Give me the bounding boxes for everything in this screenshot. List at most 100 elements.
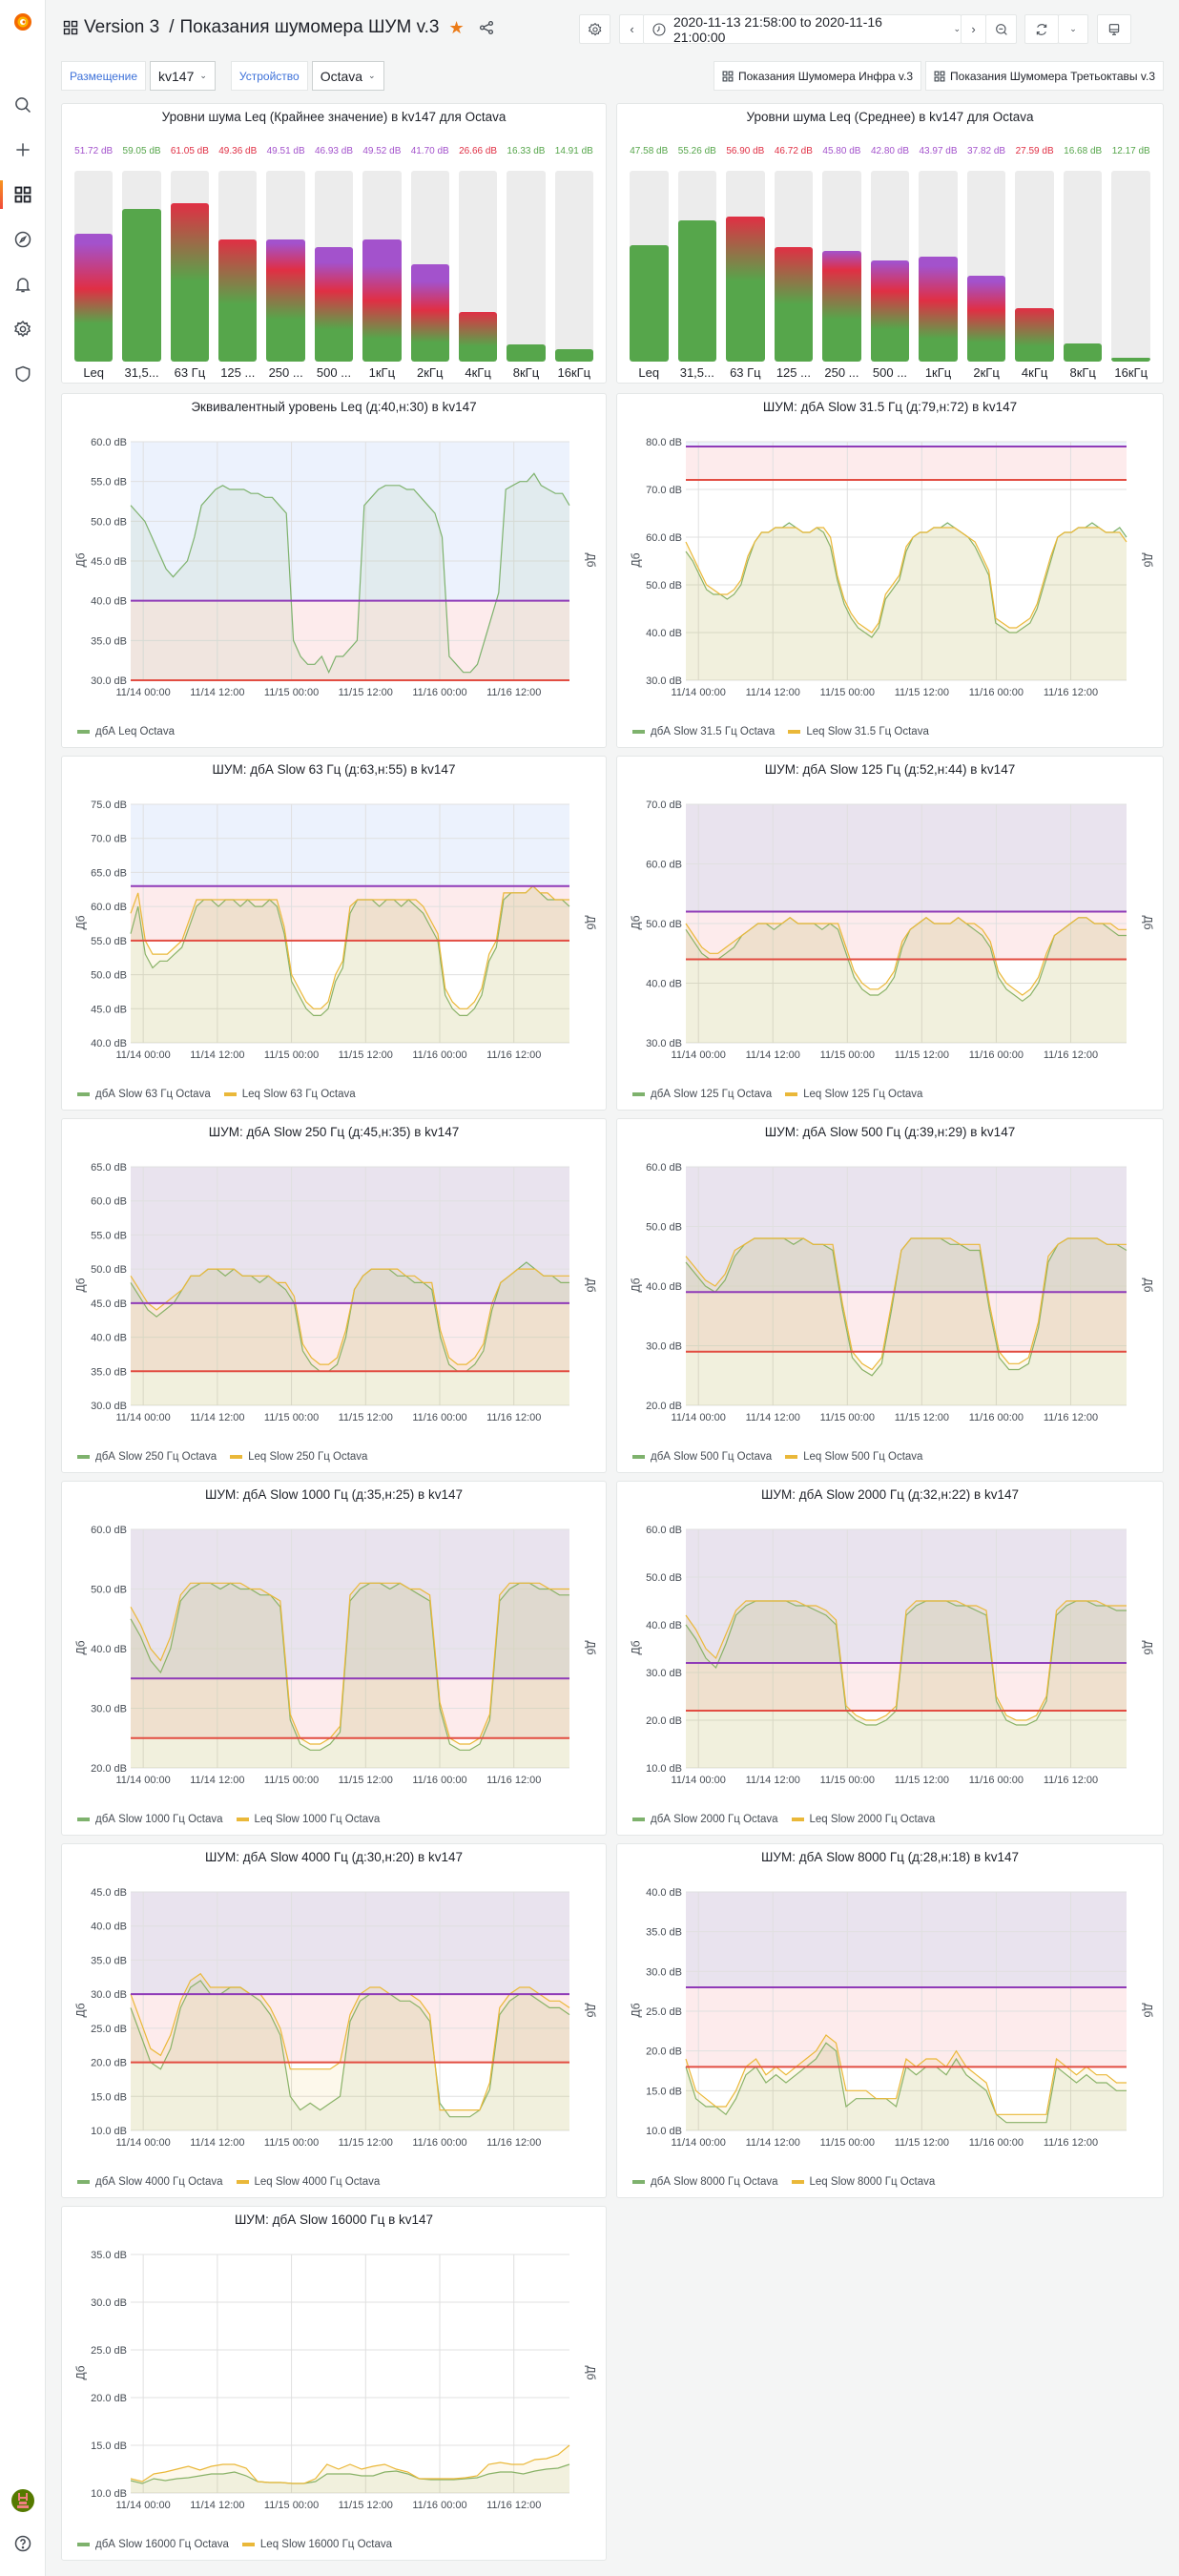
- dashboard-link-infra[interactable]: Показания Шумомера Инфра v.3: [714, 61, 922, 91]
- panel-title[interactable]: Уровни шума Leq (Крайнее значение) в kv1…: [161, 110, 507, 124]
- panel-title[interactable]: Эквивалентный уровень Leq (д:40,н:30) в …: [191, 400, 477, 414]
- time-series-chart[interactable]: 30.0 dB 35.0 dB 40.0 dB 45.0 dB 50.0 dB 55.0 …: [62, 394, 608, 749]
- y-axis-label: Дб: [629, 1278, 643, 1293]
- y-tick-label: 30.0 dB: [91, 2297, 127, 2309]
- user-avatar[interactable]: [11, 2489, 34, 2512]
- legend-item[interactable]: дбА Slow 2000 Гц Octava: [632, 1814, 778, 1825]
- time-series-chart[interactable]: 10.0 dB 15.0 dB 20.0 dB 25.0 dB 30.0 dB 35.0 …: [62, 2207, 608, 2562]
- panel-title[interactable]: ШУМ: дбА Slow 31.5 Гц (д:79,н:72) в kv14…: [762, 400, 1018, 414]
- time-series-chart[interactable]: 10.0 dB 15.0 dB 20.0 dB 25.0 dB 30.0 dB 35.0 …: [617, 1844, 1165, 2199]
- legend-item[interactable]: дбА Slow 125 Гц Octava: [632, 1089, 772, 1100]
- legend-item[interactable]: дбА Slow 16000 Гц Octava: [77, 2539, 229, 2550]
- zoom-out-button[interactable]: [985, 14, 1017, 44]
- sidebar-item-configuration[interactable]: [0, 310, 46, 348]
- refresh-interval-dropdown[interactable]: ⌄: [1058, 14, 1088, 44]
- legend-item[interactable]: Leq Slow 250 Гц Octava: [230, 1451, 367, 1463]
- legend: дбА Slow 500 Гц Octava Leq Slow 500 Гц Oc…: [632, 1451, 922, 1463]
- refresh-button[interactable]: [1024, 14, 1059, 44]
- y-tick-label: 55.0 dB: [91, 1230, 127, 1241]
- legend-label: Leq Slow 16000 Гц Octava: [259, 2539, 393, 2550]
- time-series-chart[interactable]: 30.0 dB 40.0 dB 50.0 dB 60.0 dB 70.0 dB 80.0 …: [617, 394, 1165, 749]
- sidebar-item-help[interactable]: [0, 2524, 46, 2563]
- legend-item[interactable]: Leq Slow 16000 Гц Octava: [241, 2539, 393, 2550]
- legend-swatch: [77, 2179, 90, 2184]
- legend-item[interactable]: дбА Slow 31.5 Гц Octava: [632, 726, 775, 737]
- bar-gauge-value: 46.72 dB: [774, 146, 813, 156]
- legend-item[interactable]: Leq Slow 63 Гц Octava: [223, 1089, 356, 1100]
- series-line[interactable]: [685, 917, 1127, 996]
- time-series-chart[interactable]: 20.0 dB 30.0 dB 40.0 dB 50.0 dB 60.0 dB 11/14…: [62, 1482, 608, 1837]
- share-icon[interactable]: [478, 19, 495, 36]
- panel-title[interactable]: ШУМ: дбА Slow 1000 Гц (д:35,н:25) в kv14…: [205, 1487, 463, 1502]
- folder-link[interactable]: Version 3: [84, 17, 160, 37]
- series-line[interactable]: [130, 2444, 570, 2484]
- grafana-logo-icon[interactable]: [11, 10, 34, 32]
- legend-item[interactable]: дбА Slow 1000 Гц Octava: [77, 1814, 223, 1825]
- legend-item[interactable]: дбА Slow 500 Гц Octava: [632, 1451, 772, 1463]
- legend-item[interactable]: дбА Slow 8000 Гц Octava: [632, 2176, 778, 2188]
- series-line[interactable]: [685, 527, 1127, 634]
- dashboard-settings-button[interactable]: [579, 14, 610, 44]
- time-shift-back-button[interactable]: ‹: [619, 14, 644, 44]
- sidebar-item-server-admin[interactable]: [0, 355, 46, 393]
- time-shift-forward-button[interactable]: ›: [961, 14, 986, 44]
- legend-item[interactable]: дбА Slow 250 Гц Octava: [77, 1451, 217, 1463]
- legend-item[interactable]: Leq Slow 125 Гц Octava: [785, 1089, 922, 1100]
- legend-item[interactable]: Leq Slow 1000 Гц Octava: [236, 1814, 380, 1825]
- legend-item[interactable]: Leq Slow 31.5 Гц Octava: [788, 726, 929, 737]
- time-series-chart[interactable]: 10.0 dB 20.0 dB 30.0 dB 40.0 dB 50.0 dB 60.0 …: [617, 1482, 1165, 1837]
- panel-title[interactable]: ШУМ: дбА Slow 8000 Гц (д:28,н:18) в kv14…: [761, 1850, 1019, 1864]
- legend-item[interactable]: дбА Slow 63 Гц Octava: [77, 1089, 211, 1100]
- series-line[interactable]: [685, 1237, 1127, 1371]
- sidebar-item-explore[interactable]: [0, 220, 46, 259]
- variable-select-device[interactable]: Octava ⌄: [311, 61, 384, 91]
- legend-item[interactable]: Leq Slow 2000 Гц Octava: [791, 1814, 935, 1825]
- series-line[interactable]: [130, 1268, 569, 1365]
- time-series-chart[interactable]: 40.0 dB 45.0 dB 50.0 dB 55.0 dB 60.0 dB 65.0 …: [62, 757, 608, 1111]
- legend-item[interactable]: дбА Slow 4000 Гц Octava: [77, 2176, 223, 2188]
- y-tick-label: 40.0 dB: [91, 1333, 127, 1344]
- legend-item[interactable]: Leq Slow 500 Гц Octava: [785, 1451, 922, 1463]
- legend-label: дбА Slow 500 Гц Octava: [651, 1451, 773, 1463]
- sidebar-item-create[interactable]: [0, 131, 46, 169]
- sidebar-item-dashboards[interactable]: [0, 176, 46, 214]
- panel-title[interactable]: ШУМ: дбА Slow 500 Гц (д:39,н:29) в kv147: [764, 1125, 1016, 1139]
- panel-title[interactable]: Уровни шума Leq (Среднее) в kv147 для Oc…: [746, 110, 1034, 124]
- time-series-chart[interactable]: 20.0 dB 30.0 dB 40.0 dB 50.0 dB 60.0 dB 11/14…: [617, 1119, 1165, 1474]
- series-line[interactable]: [130, 1972, 570, 2111]
- y-tick-label: 50.0 dB: [646, 580, 682, 592]
- series-area: [686, 1238, 1127, 1405]
- series-line[interactable]: [685, 1600, 1127, 1721]
- series-line[interactable]: [130, 2463, 570, 2484]
- y-axis-label-right: Дб: [1141, 1640, 1155, 1655]
- time-series-chart[interactable]: 30.0 dB 35.0 dB 40.0 dB 45.0 dB 50.0 dB 55.0 …: [62, 1119, 608, 1474]
- sidebar-item-alerting[interactable]: [0, 265, 46, 303]
- sidebar-item-search[interactable]: [0, 86, 46, 124]
- x-tick-label: 11/14 00:00: [672, 1775, 726, 1786]
- series-line[interactable]: [685, 2034, 1127, 2115]
- x-tick-label: 11/15 00:00: [264, 1412, 319, 1423]
- time-series-chart[interactable]: 30.0 dB 40.0 dB 50.0 dB 60.0 dB 70.0 dB 11/14…: [617, 757, 1165, 1111]
- panel-title[interactable]: ШУМ: дбА Slow 2000 Гц (д:32,н:22) в kv14…: [761, 1487, 1019, 1502]
- dashboard-link-third-octave[interactable]: Показания Шумомера Третьоктавы v.3: [925, 61, 1164, 91]
- panel-title[interactable]: ШУМ: дбА Slow 63 Гц (д:63,н:55) в kv147: [212, 762, 456, 777]
- panel-title[interactable]: ШУМ: дбА Slow 16000 Гц в kv147: [234, 2212, 434, 2227]
- series-line[interactable]: [130, 1980, 570, 2118]
- star-icon[interactable]: ★: [448, 17, 465, 37]
- threshold-band-high: [686, 442, 1127, 447]
- page-title[interactable]: Показания шумомера ШУМ v.3: [179, 17, 440, 37]
- legend-item[interactable]: Leq Slow 8000 Гц Octava: [791, 2176, 935, 2188]
- legend-item[interactable]: Leq Slow 4000 Гц Octava: [236, 2176, 380, 2188]
- legend-item[interactable]: дбА Leq Octava: [77, 726, 175, 737]
- panel-title[interactable]: ШУМ: дбА Slow 250 Гц (д:45,н:35) в kv147: [208, 1125, 460, 1139]
- time-range-picker[interactable]: 2020-11-13 21:58:00 to 2020-11-16 21:00:…: [643, 14, 962, 45]
- x-tick-label: 11/15 00:00: [264, 1775, 319, 1786]
- series-line[interactable]: [130, 1582, 569, 1745]
- time-series-chart[interactable]: 10.0 dB 15.0 dB 20.0 dB 25.0 dB 30.0 dB 35.0 …: [62, 1844, 608, 2199]
- legend-swatch: [236, 1817, 249, 1821]
- variable-select-placement[interactable]: kv147 ⌄: [150, 61, 216, 91]
- panel-title[interactable]: ШУМ: дбА Slow 4000 Гц (д:30,н:20) в kv14…: [205, 1850, 463, 1864]
- tv-mode-button[interactable]: [1097, 14, 1131, 44]
- bar-gauge-value: 16.33 dB: [507, 146, 546, 156]
- panel-title[interactable]: ШУМ: дбА Slow 125 Гц (д:52,н:44) в kv147: [764, 762, 1016, 777]
